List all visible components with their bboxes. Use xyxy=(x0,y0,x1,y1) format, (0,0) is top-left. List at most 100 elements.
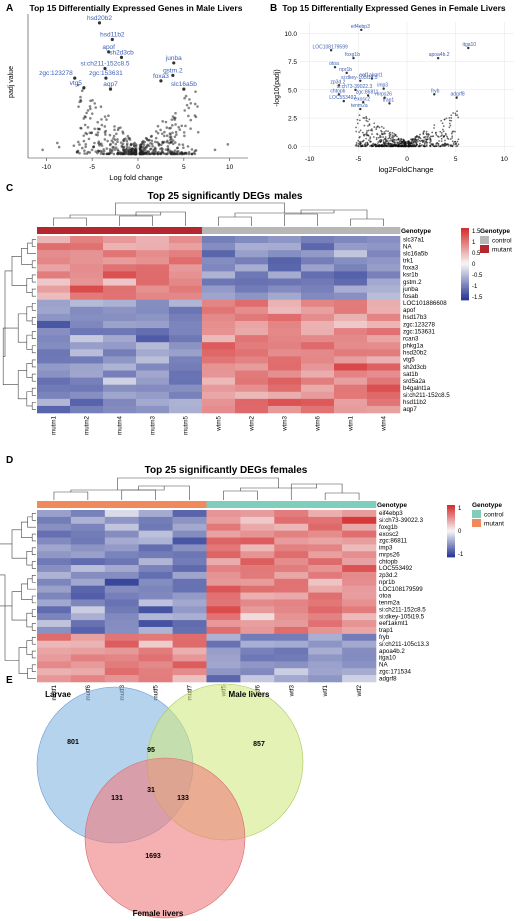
d-heatmap-cell xyxy=(70,661,106,669)
c-heatmap-cell xyxy=(367,306,401,315)
panel-b-point xyxy=(377,136,380,139)
c-heatmap-cell xyxy=(169,377,203,385)
panel-b-point xyxy=(365,134,368,137)
panel-a-point xyxy=(89,107,92,111)
panel-a-point xyxy=(134,146,138,150)
d-heatmap-cell xyxy=(104,578,139,586)
panel-d: D Top 25 significantly DEGs females Geno… xyxy=(0,455,504,700)
c-heatmap-cell xyxy=(367,292,401,301)
d-heatmap-cell xyxy=(104,661,139,669)
panel-b-point xyxy=(358,136,361,139)
panel-a-point xyxy=(169,135,173,139)
panel-a-point xyxy=(100,123,104,127)
panel-d-row-dendrogram xyxy=(0,513,36,679)
panel-b-point xyxy=(441,122,444,125)
panel-b-point xyxy=(437,136,440,138)
d-row-dendro-link xyxy=(31,650,36,659)
c-heatmap-cell xyxy=(268,335,302,343)
d-heatmap-cell xyxy=(206,668,241,676)
c-scale-tick-label: 1.5 xyxy=(472,229,481,235)
panel-a-point xyxy=(130,147,134,151)
panel-b-point xyxy=(384,136,387,138)
panel-b-point xyxy=(407,144,410,147)
c-heatmap-cell xyxy=(136,405,170,414)
panel-e: E Larvae Male livers Female livers 801 8… xyxy=(6,675,304,919)
panel-a-point xyxy=(132,152,136,155)
panel-c-row-dendrogram xyxy=(2,239,36,410)
c-heatmap-cell xyxy=(136,391,170,400)
c-heatmap-cell xyxy=(235,306,269,315)
panel-b-point xyxy=(416,143,418,146)
d-heatmap-cell xyxy=(274,516,309,525)
panel-a-point xyxy=(85,111,88,115)
panel-b-point xyxy=(394,139,396,141)
panel-a-point xyxy=(187,151,191,154)
d-genotype-cell xyxy=(308,501,343,508)
c-heatmap-cell xyxy=(367,370,401,378)
panel-b-point xyxy=(380,125,383,128)
d-gene-label: apoa4b.2 xyxy=(379,648,405,655)
c-scale-swatch xyxy=(461,266,469,270)
d-heatmap-cell xyxy=(172,592,207,600)
panel-a-point-label: hsd20b2 xyxy=(87,15,112,22)
c-heatmap-cell xyxy=(169,356,203,364)
panel-a-point xyxy=(157,144,161,147)
c-scale-swatch xyxy=(461,271,469,274)
panel-b-point xyxy=(437,142,440,145)
c-heatmap-cell xyxy=(103,363,137,371)
d-heatmap-cell xyxy=(206,523,241,531)
c-heatmap-cell xyxy=(37,299,71,308)
panel-d-color-scale: 1 0 -1 xyxy=(447,505,464,558)
c-heatmap-cell xyxy=(268,320,302,329)
d-heatmap-cell xyxy=(37,599,72,607)
c-genotype-cell xyxy=(334,227,368,234)
d-heatmap-cell xyxy=(308,613,343,621)
panel-c-gene-labels: slc37a1NAslc16a5btrk1foxa3ksr1bgstm.2jun… xyxy=(402,236,450,413)
panel-b-point xyxy=(442,130,445,133)
panel-b-point xyxy=(363,145,366,148)
c-heatmap-cell xyxy=(70,285,104,293)
panel-a-point xyxy=(171,142,175,146)
panel-a-point xyxy=(99,149,102,153)
panel-a-point xyxy=(96,127,100,131)
panel-b-point xyxy=(456,114,459,117)
panel-b-point xyxy=(379,139,382,142)
c-gene-label: aqp7 xyxy=(403,406,417,413)
panel-b-point xyxy=(446,135,448,138)
panel-b-point-label: npr1b xyxy=(339,67,352,73)
panel-a-point xyxy=(105,118,108,121)
c-heatmap-cell xyxy=(235,328,269,336)
panel-c-title-sub: males xyxy=(274,191,303,202)
d-heatmap-cell xyxy=(206,633,241,642)
c-gene-label: LOC101886608 xyxy=(403,300,447,307)
c-heatmap-cell xyxy=(235,264,269,272)
panel-a-point xyxy=(108,149,112,153)
c-heatmap-cell xyxy=(202,398,236,407)
panel-b-point xyxy=(357,139,360,142)
panel-b-point xyxy=(435,134,438,136)
panel-a-point xyxy=(153,152,156,156)
panel-a-point xyxy=(128,151,131,155)
panel-a-point xyxy=(121,142,125,146)
d-heatmap-cell xyxy=(138,578,173,586)
panel-a-point xyxy=(116,138,119,141)
c-row-dendro-link xyxy=(31,239,36,247)
panel-a-point xyxy=(90,131,94,134)
d-heatmap-cell xyxy=(172,530,207,538)
d-heatmap-cell xyxy=(37,647,72,655)
panel-a-point xyxy=(96,133,99,137)
d-sample-label: wtf2 xyxy=(356,684,363,697)
d-heatmap-cell xyxy=(70,592,106,600)
panel-b-point xyxy=(455,143,457,146)
panel-b-point xyxy=(376,125,379,128)
panel-b-point xyxy=(407,142,410,145)
panel-b-point xyxy=(447,145,450,147)
d-heatmap-cell xyxy=(37,640,72,648)
d-row-dendro-link xyxy=(31,595,36,604)
c-sample-label: wtm5 xyxy=(216,415,223,431)
d-heatmap-cell xyxy=(308,668,343,676)
d-heatmap-cell xyxy=(274,585,309,593)
panel-b-point-label: adgrf8 xyxy=(451,92,465,98)
panel-a-point xyxy=(110,139,114,142)
panel-a-point xyxy=(168,132,172,135)
